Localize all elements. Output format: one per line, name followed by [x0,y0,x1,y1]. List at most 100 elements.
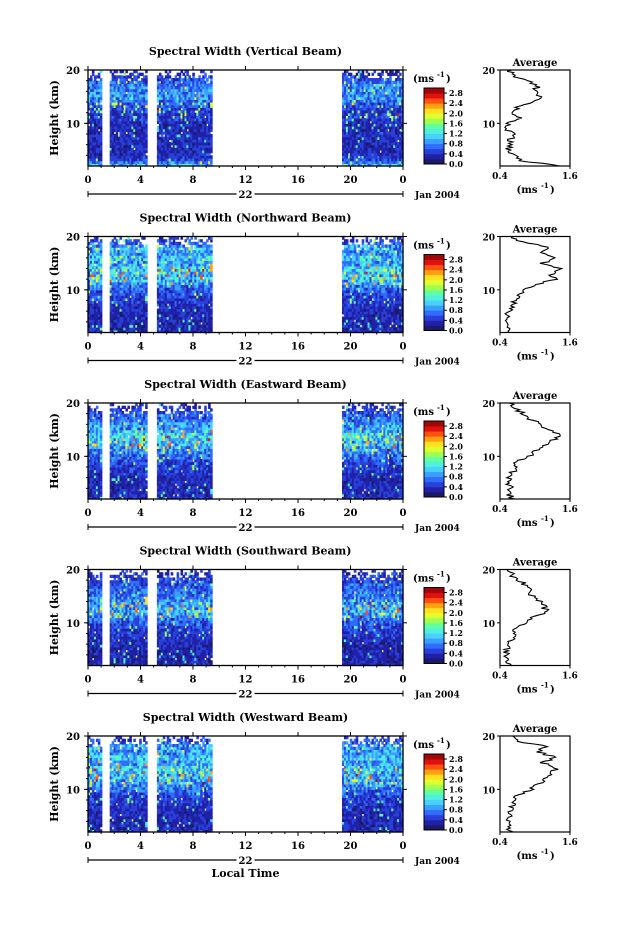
heatmap-cell [393,86,396,90]
heatmap-cell [133,142,136,146]
heatmap-cell [90,75,93,79]
heatmap-cell [393,107,396,111]
heatmap-cell [206,327,209,331]
heatmap-cell [111,329,115,334]
heatmap-cell [115,273,119,278]
heatmap-cell [141,324,144,328]
heatmap-cell [196,265,199,270]
heatmap-cell [139,316,142,320]
heatmap-cell [115,244,119,248]
heatmap-cell [121,255,125,259]
heatmap-cell [131,279,134,283]
heatmap-cell [88,281,91,286]
heatmap-cell [139,313,142,318]
heatmap-cell [204,123,207,127]
heatmap-cell [139,303,142,307]
heatmap-cell [131,329,134,334]
heatmap-cell [160,316,164,320]
heatmap-cell [194,313,197,318]
heatmap-cell [141,104,144,108]
heatmap-cell [160,118,164,122]
heatmap-cell [200,263,203,267]
heatmap-cell [206,311,209,315]
heatmap-cell [202,329,205,334]
heatmap-cell [367,131,371,135]
heatmap-cell [196,120,199,124]
heatmap-cell [143,265,146,270]
heatmap-cell [345,94,349,98]
heatmap-cell [139,279,142,283]
heatmap-cell [192,327,195,331]
heatmap-cell [176,139,180,143]
heatmap-cell [125,102,128,106]
heatmap-cell [93,311,97,315]
heatmap-cell [111,86,115,90]
heatmap-cell [186,241,189,246]
heatmap-cell [97,249,101,254]
heatmap-cell [208,112,211,116]
heatmap-cell [156,86,160,90]
heatmap-cell [133,83,136,87]
heatmap-cell [160,91,164,95]
heatmap-cell [123,110,126,114]
heatmap-cell [202,86,205,90]
heatmap-cell [361,128,365,132]
heatmap-cell [93,236,97,240]
heatmap-cell [198,110,201,114]
heatmap-cell [141,102,144,106]
heatmap-cell [342,255,345,259]
heatmap-cell [373,136,377,140]
heatmap-cell [178,247,182,251]
heatmap-cell [184,86,188,90]
heatmap-cell [397,110,400,114]
heatmap-cell [119,80,123,84]
heatmap-cell [200,292,203,296]
heatmap-cell [369,88,373,92]
heatmap-cell [377,126,380,130]
heatmap-cell [164,118,168,122]
heatmap-cell [117,75,121,79]
heatmap-cell [345,120,349,124]
heatmap-cell [345,303,349,307]
heatmap-cell [385,91,388,95]
heatmap-cell [379,107,382,111]
heatmap-cell [121,281,125,286]
heatmap-cell [125,128,128,132]
heatmap-cell [342,102,345,106]
heatmap-cell [123,257,126,262]
heatmap-cell [192,163,195,167]
heatmap-cell [359,99,363,103]
heatmap-cell [184,120,188,124]
heatmap-cell [180,83,184,87]
heatmap-cell [115,303,119,307]
heatmap-cell [190,241,193,246]
heatmap-cell [156,112,160,116]
heatmap-cell [194,152,197,156]
heatmap-cell [391,126,394,130]
heatmap-cell [170,271,174,275]
heatmap-cell [137,112,140,116]
heatmap-cell [343,72,347,76]
heatmap-cell [135,75,138,79]
heatmap-cell [156,99,160,103]
heatmap-cell [198,99,201,103]
heatmap-cell [188,147,191,151]
heatmap-cell [88,311,91,315]
heatmap-cell [393,83,396,87]
heatmap-cell [119,255,123,259]
heatmap-cell [361,136,365,140]
heatmap-cell [190,257,193,262]
heatmap-cell [119,147,123,151]
heatmap-cell [172,313,176,318]
heatmap-cell [93,142,97,146]
heatmap-cell [363,75,367,79]
heatmap-cell [399,94,402,98]
heatmap-cell [345,126,349,130]
heatmap-cell [347,281,351,286]
heatmap-cell [117,295,121,299]
heatmap-cell [210,271,213,275]
heatmap-cell [172,255,176,259]
heatmap-cell [158,260,162,264]
heatmap-cell [369,126,373,130]
heatmap-cell [395,139,398,143]
